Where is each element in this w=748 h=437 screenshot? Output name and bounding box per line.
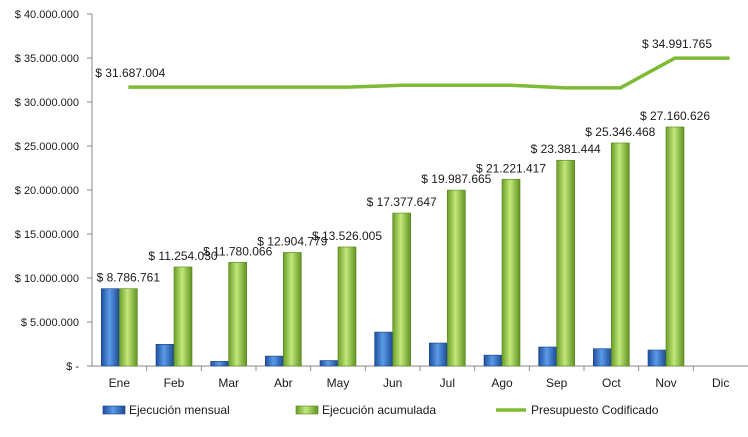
data-label-cumulative: $ 17.377.647 bbox=[367, 195, 437, 209]
data-label-cumulative: $ 8.786.761 bbox=[97, 271, 161, 285]
x-tick-label: Feb bbox=[164, 376, 185, 390]
y-tick-label: $ 10.000.000 bbox=[15, 273, 79, 285]
x-tick-label: Jul bbox=[440, 376, 455, 390]
y-axis-ticks: $ - $ 5.000.000 $ 10.000.000 $ 15.000.000 $ … bbox=[15, 9, 92, 373]
bar-monthly bbox=[538, 346, 557, 367]
data-label-cumulative: $ 11.780.066 bbox=[203, 244, 273, 258]
bar-cumulative bbox=[337, 246, 357, 367]
legend-item: Ejecución mensual bbox=[102, 403, 230, 417]
data-label-cumulative: $ 11.254.030 bbox=[148, 249, 218, 263]
bar-cumulative bbox=[228, 262, 247, 367]
y-tick-label: $ 35.000.000 bbox=[15, 53, 79, 65]
x-tick-label: Ene bbox=[109, 376, 131, 390]
bar-monthly bbox=[647, 349, 667, 367]
legend-item: Presupuesto Codificado bbox=[496, 403, 659, 417]
legend-label: Presupuesto Codificado bbox=[531, 403, 659, 417]
budget-line bbox=[128, 56, 730, 90]
y-tick-label: $ 5.000.000 bbox=[21, 317, 79, 329]
bar-cumulative bbox=[119, 288, 138, 367]
x-tick-label: Sep bbox=[546, 376, 568, 390]
bar-cumulative bbox=[501, 178, 521, 367]
data-label-cumulative: $ 23.381.444 bbox=[531, 142, 601, 156]
x-tick-label: Abr bbox=[274, 376, 293, 390]
data-label-budget: $ 31.687.004 bbox=[95, 66, 165, 80]
bar-monthly bbox=[429, 342, 448, 367]
data-label-cumulative: $ 25.346.468 bbox=[585, 125, 655, 139]
x-tick-label: Oct bbox=[602, 376, 621, 390]
x-tick-label: Mar bbox=[218, 376, 239, 390]
data-label-cumulative: $ 13.526.005 bbox=[312, 229, 382, 243]
bars bbox=[101, 126, 685, 367]
bar-monthly bbox=[155, 343, 175, 367]
y-tick-label: $ 40.000.000 bbox=[15, 9, 79, 21]
x-tick-label: Nov bbox=[655, 376, 676, 390]
bar-cumulative bbox=[556, 159, 575, 367]
bar-cumulative bbox=[173, 266, 193, 367]
y-tick-label: $ 20.000.000 bbox=[15, 185, 79, 197]
data-label-cumulative: $ 21.221.417 bbox=[476, 161, 546, 175]
x-tick-label: Dic bbox=[712, 376, 729, 390]
budget-line-path bbox=[128, 56, 730, 90]
y-tick-label: $ - bbox=[66, 361, 79, 373]
bar-cumulative bbox=[447, 189, 466, 367]
legend-swatch bbox=[295, 405, 319, 415]
bar-monthly bbox=[483, 354, 503, 367]
bar-cumulative bbox=[283, 252, 302, 367]
y-tick-label: $ 25.000.000 bbox=[15, 141, 79, 153]
bar-monthly bbox=[265, 355, 284, 367]
legend-swatch bbox=[102, 405, 126, 415]
bar-monthly bbox=[319, 360, 339, 367]
data-label-cumulative: $ 12.904.779 bbox=[257, 234, 327, 248]
legend: Ejecución mensual Ejecución acumulada Pres… bbox=[102, 403, 659, 417]
x-tick-label: Ago bbox=[491, 376, 513, 390]
bar-cumulative bbox=[665, 126, 685, 367]
bar-monthly bbox=[593, 348, 612, 367]
bar-cumulative bbox=[392, 212, 411, 367]
x-axis-ticks: Ene Feb Mar Abr May Jun Jul Ago Sep Oct Nov Dic bbox=[109, 366, 729, 390]
x-tick-label: Jun bbox=[383, 376, 402, 390]
bar-cumulative bbox=[611, 142, 630, 367]
bar-monthly bbox=[101, 288, 120, 367]
data-label-cumulative: $ 27.160.626 bbox=[640, 109, 710, 123]
y-tick-label: $ 15.000.000 bbox=[15, 229, 79, 241]
legend-label: Ejecución mensual bbox=[129, 403, 230, 417]
legend-item: Ejecución acumulada bbox=[295, 403, 436, 417]
bar-monthly bbox=[374, 331, 393, 367]
data-label-cumulative: $ 19.987.665 bbox=[421, 172, 491, 186]
data-label-budget: $ 34.991.765 bbox=[642, 37, 712, 51]
data-labels: $ 8.786.761 $ 11.254.030$ 11.780.066$ 12.… bbox=[95, 37, 712, 285]
x-tick-label: May bbox=[327, 376, 350, 390]
y-tick-label: $ 30.000.000 bbox=[15, 97, 79, 109]
bar-monthly bbox=[210, 361, 229, 367]
legend-label: Ejecución acumulada bbox=[322, 403, 436, 417]
